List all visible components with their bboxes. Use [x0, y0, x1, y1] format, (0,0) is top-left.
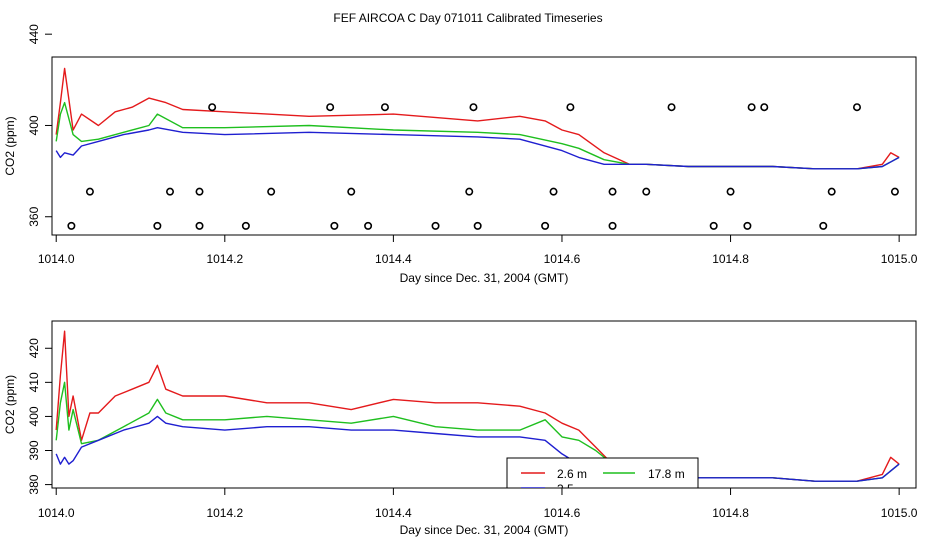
calibration-marker: [347, 187, 356, 196]
calibration-marker: [709, 221, 718, 230]
x-tick-label: 1014.8: [712, 506, 749, 520]
legend-label: 17.8 m: [648, 467, 685, 481]
y-tick-label: 400: [27, 115, 41, 135]
calibration-marker: [330, 221, 339, 230]
x-tick-label: 1014.6: [544, 252, 581, 266]
y-tick-label: 400: [27, 406, 41, 426]
legend-label: 2.6 m: [557, 467, 587, 481]
y-tick-label: 390: [27, 440, 41, 460]
x-tick-label: 1014.0: [38, 252, 75, 266]
y-axis-label: CO2 (ppm): [3, 375, 17, 434]
calibration-marker: [852, 103, 861, 112]
x-tick-label: 1014.2: [206, 252, 243, 266]
x-tick-label: 1014.4: [375, 252, 412, 266]
bottom-timeseries-panel: 1014.0 1014.2 1014.4 1014.6 1014.8 1015.0 380 3…: [3, 320, 918, 537]
series-line-blue: [55, 415, 900, 482]
x-tick-label: 1014.6: [544, 506, 581, 520]
calibration-marker: [541, 221, 550, 230]
series-line-red: [55, 67, 900, 170]
calibration-marker: [208, 103, 217, 112]
y-tick-label: 410: [27, 372, 41, 392]
calibration-marker: [549, 187, 558, 196]
calibration-marker: [608, 221, 617, 230]
figure-title: FEF AIRCOA C Day 071011 Calibrated Times…: [333, 11, 602, 25]
calibration-marker: [726, 187, 735, 196]
calibration-marker: [608, 187, 617, 196]
y-tick-label: 380: [27, 474, 41, 494]
x-tick-label: 1014.0: [38, 506, 75, 520]
calibration-marker: [747, 103, 756, 112]
calibration-marker: [743, 221, 752, 230]
calibration-marker: [667, 103, 676, 112]
x-tick-label: 1014.8: [712, 252, 749, 266]
calibration-marker: [166, 187, 175, 196]
plot-frame: [51, 56, 917, 236]
x-tick-label: 1014.2: [206, 506, 243, 520]
legend: 2.6 m 17.8 m 3.5: [506, 457, 699, 496]
calibration-marker: [153, 221, 162, 230]
series-line-green: [55, 101, 900, 170]
calibration-marker: [267, 187, 276, 196]
y-tick-label: 420: [27, 338, 41, 358]
x-axis-label: Day since Dec. 31, 2004 (GMT): [400, 271, 569, 285]
calibration-marker: [326, 103, 335, 112]
calibration-marker: [67, 221, 76, 230]
calibration-marker: [195, 221, 204, 230]
series-line-green: [55, 381, 900, 482]
y-tick-label: 360: [27, 206, 41, 226]
calibration-marker: [195, 187, 204, 196]
calibration-marker: [473, 221, 482, 230]
calibration-marker: [566, 103, 575, 112]
y-tick-label: 440: [27, 24, 41, 44]
x-tick-label: 1015.0: [881, 506, 918, 520]
calibration-marker: [431, 221, 440, 230]
y-axis-label: CO2 (ppm): [3, 116, 17, 175]
calibration-marker: [465, 187, 474, 196]
calibration-marker: [469, 103, 478, 112]
calibration-marker: [890, 187, 899, 196]
series-line-blue: [55, 126, 900, 170]
calibration-marker: [827, 187, 836, 196]
calibration-marker: [819, 221, 828, 230]
calibration-marker: [241, 221, 250, 230]
series-line-red: [55, 330, 900, 482]
calibration-marker: [760, 103, 769, 112]
x-axis-label: Day since Dec. 31, 2004 (GMT): [400, 523, 569, 537]
calibration-marker: [380, 103, 389, 112]
x-tick-label: 1014.4: [375, 506, 412, 520]
x-tick-label: 1015.0: [881, 252, 918, 266]
calibration-marker: [85, 187, 94, 196]
calibration-marker: [364, 221, 373, 230]
calibration-marker: [642, 187, 651, 196]
plot-frame: [51, 320, 917, 489]
top-timeseries-panel: 1014.0 1014.2 1014.4 1014.6 1014.8 1015.0 360 4…: [3, 24, 918, 285]
legend-label: 3.5: [557, 482, 574, 496]
